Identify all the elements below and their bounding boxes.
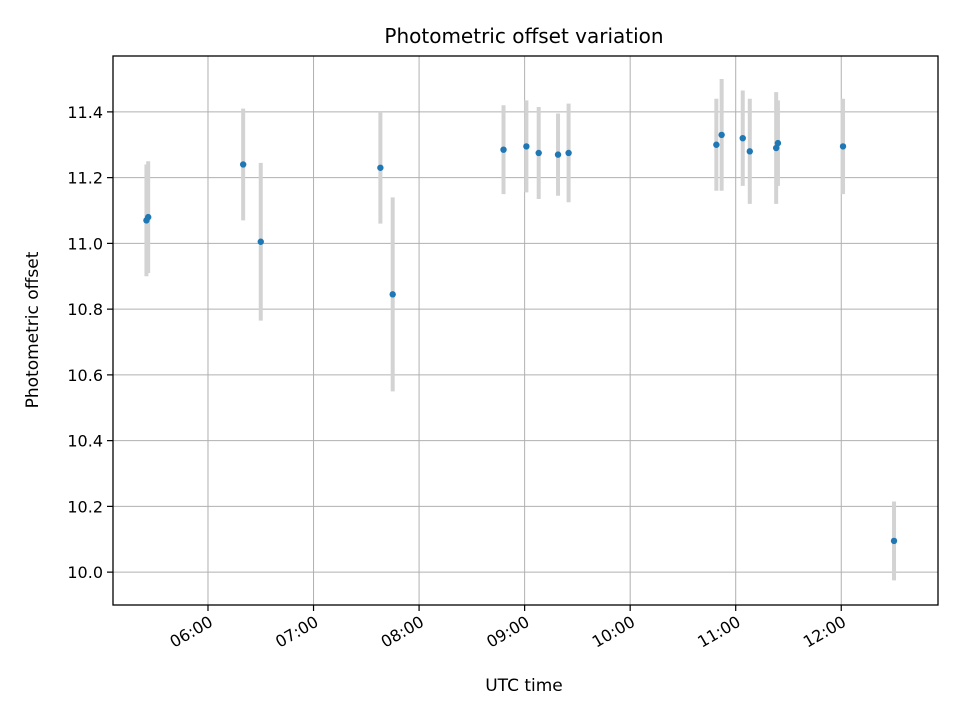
data-point — [500, 146, 507, 153]
y-tick-label: 10.0 — [67, 563, 103, 582]
y-tick-label: 10.8 — [67, 300, 103, 319]
y-tick-label: 10.6 — [67, 366, 103, 385]
data-point — [746, 148, 753, 155]
data-point — [890, 537, 898, 545]
y-tick-label: 11.4 — [67, 103, 103, 122]
data-point — [257, 238, 264, 245]
data-point — [774, 139, 782, 147]
y-tick-label: 11.2 — [67, 169, 103, 188]
x-axis-label: UTC time — [485, 676, 563, 696]
x-tick-label: 09:00 — [483, 612, 532, 652]
data-point — [839, 143, 847, 150]
data-point — [239, 161, 247, 168]
data-point — [772, 144, 780, 152]
chart-title: Photometric offset variation — [384, 24, 663, 48]
x-tick-label: 11:00 — [694, 612, 743, 652]
data-point — [565, 149, 572, 157]
x-tick-label: 10:00 — [589, 612, 638, 652]
plot-frame — [112, 55, 939, 606]
data-point — [554, 151, 562, 158]
data-point — [523, 143, 530, 150]
errorbars — [144, 79, 897, 581]
data-point — [739, 134, 746, 142]
x-tick-label: 07:00 — [272, 612, 321, 652]
x-tick-label: 06:00 — [167, 612, 216, 652]
x-tick-label: 12:00 — [800, 612, 849, 652]
y-axis-label: Photometric offset — [23, 251, 43, 408]
data-points — [143, 131, 898, 545]
data-point — [718, 131, 725, 139]
x-tick-label: 08:00 — [378, 612, 427, 652]
data-point — [713, 141, 720, 148]
data-point — [535, 149, 542, 157]
x-axis-ticks: 06:00 07:00 08:00 09:00 10:00 11:00 12:00 — [167, 605, 849, 652]
y-tick-label: 10.2 — [67, 497, 103, 516]
data-point — [389, 291, 396, 298]
data-point — [144, 213, 152, 221]
y-axis-ticks: 10.0 10.2 10.4 10.6 10.8 11.0 11.2 11.4 — [67, 103, 113, 582]
data-point — [377, 164, 384, 171]
y-tick-label: 10.4 — [67, 432, 103, 451]
y-tick-label: 11.0 — [67, 234, 103, 253]
